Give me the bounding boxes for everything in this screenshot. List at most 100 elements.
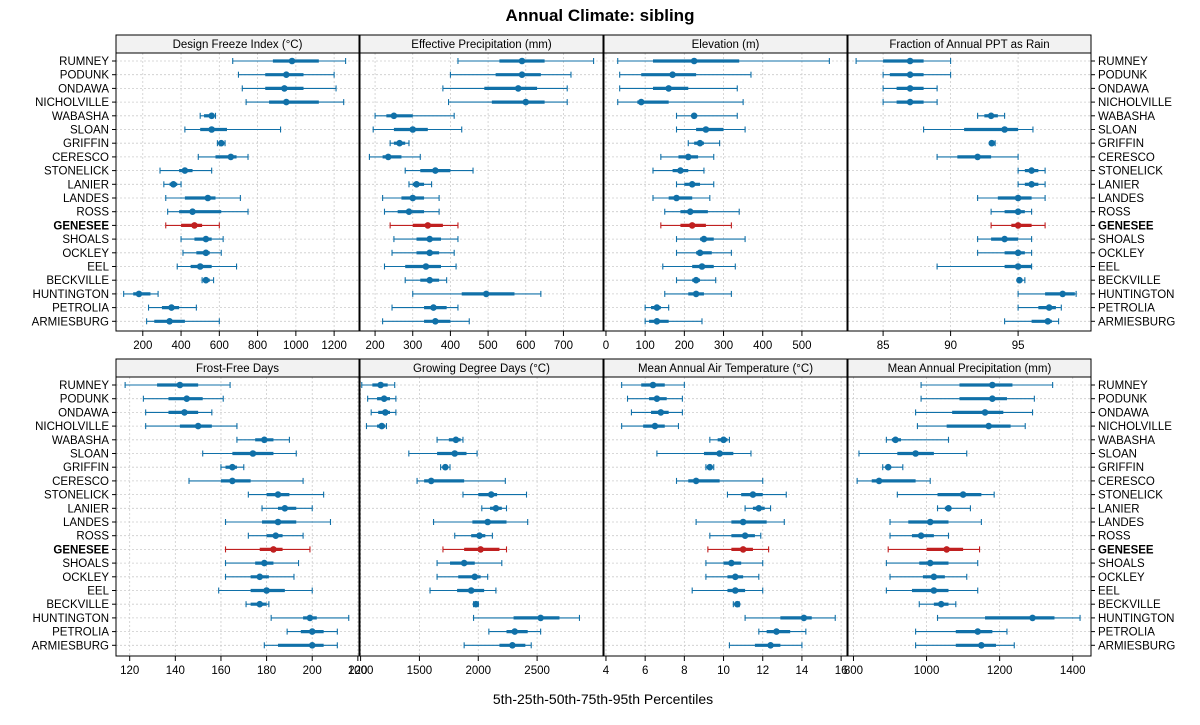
median-point [1059, 290, 1066, 298]
site-landes [889, 518, 982, 526]
site-ceresco [660, 153, 715, 161]
median-point [1028, 181, 1035, 188]
median-point [288, 57, 296, 65]
site-label: PODUNK [1098, 70, 1148, 82]
median-point [409, 194, 417, 202]
median-point [509, 642, 516, 649]
median-point [270, 546, 277, 553]
panel-frame [847, 52, 1092, 332]
site-armiesburg [146, 318, 220, 325]
median-point [471, 573, 479, 581]
site-label: SLOAN [70, 125, 109, 137]
site-shoals [675, 235, 746, 243]
median-point [1001, 126, 1008, 133]
site-label: CERESCO [1098, 152, 1155, 164]
site-label: PODUNK [1098, 394, 1148, 406]
median-point [696, 139, 704, 147]
median-point [690, 112, 698, 120]
site-sloan [858, 450, 968, 457]
x-axis: 200 400 600 800 1000 1200 [133, 331, 347, 352]
median-point [168, 304, 175, 311]
site-huntington [123, 290, 159, 298]
site-label: GENESEE [53, 544, 109, 556]
x-axis: 0 100 200 300 400 500 [603, 331, 812, 352]
site-wabasha [977, 112, 1006, 120]
median-point [800, 614, 808, 622]
site-label: LANDES [63, 517, 109, 529]
site-landes [165, 194, 241, 202]
site-label: ONDAWA [58, 83, 109, 95]
median-point [937, 600, 945, 608]
x-tick-label: 1400 [1060, 665, 1086, 677]
site-huntington [664, 290, 732, 298]
median-point [653, 304, 661, 311]
site-ross [990, 208, 1033, 215]
panel-frame [115, 376, 360, 657]
median-point [974, 628, 982, 635]
median-point [382, 409, 389, 416]
median-point [690, 57, 698, 65]
site-rumney [457, 57, 595, 65]
site-label: PETROLIA [52, 303, 109, 315]
site-petrolia [915, 628, 1008, 635]
site-ondawa [619, 85, 738, 92]
site-label: RUMNEY [59, 56, 109, 68]
median-point [451, 450, 459, 457]
site-ockley [675, 249, 732, 257]
site-label: ONDAWA [1098, 407, 1149, 419]
site-label: RUMNEY [59, 380, 109, 392]
site-label: ROSS [1098, 207, 1131, 219]
site-label: PETROLIA [1098, 627, 1155, 639]
site-eel [176, 263, 238, 270]
site-label: ARMIESBURG [1098, 316, 1175, 328]
panel-grid [360, 53, 603, 331]
median-point [432, 167, 439, 174]
site-label: GRIFFIN [63, 462, 109, 474]
median-point [755, 505, 763, 512]
x-tick-label: 16 [835, 665, 848, 677]
median-point [653, 395, 661, 403]
site-ondawa [241, 85, 337, 92]
site-griffin [882, 463, 904, 471]
median-point [1014, 222, 1022, 229]
median-point [906, 57, 914, 65]
site-wabasha [374, 112, 455, 120]
site-label: PETROLIA [1098, 303, 1155, 315]
median-point [263, 587, 270, 594]
site-label: NICHOLVILLE [35, 421, 109, 433]
site-label: ROSS [76, 207, 109, 219]
site-label: NICHOLVILLE [1098, 421, 1172, 433]
site-label: SLOAN [1098, 125, 1137, 137]
x-tick-label: 400 [753, 340, 772, 352]
x-tick-label: 1000 [914, 665, 940, 677]
x-tick-label: 600 [516, 340, 535, 352]
site-ceresco [936, 153, 1019, 161]
median-point [692, 477, 700, 485]
median-point [426, 235, 433, 243]
panel-6: Growing Degree Days (°C) 1000 1500 2000 2500 [348, 358, 604, 677]
site-stonelick [247, 491, 325, 498]
median-point [194, 422, 202, 430]
x-tick-label: 500 [478, 340, 497, 352]
site-ockley [977, 249, 1033, 257]
site-shoals [436, 559, 503, 567]
site-label: PODUNK [60, 394, 110, 406]
site-genesee [165, 222, 220, 229]
median-point [380, 395, 388, 403]
site-ross [889, 532, 950, 539]
median-point [170, 181, 177, 188]
median-point [467, 587, 475, 594]
site-sloan [372, 126, 463, 133]
site-podunk [882, 71, 952, 78]
median-point [665, 85, 672, 92]
panel-grid [360, 377, 603, 656]
site-landes [695, 518, 785, 526]
site-armiesburg [382, 318, 470, 325]
median-point [405, 208, 413, 215]
x-tick-label: 500 [792, 340, 811, 352]
site-ockley [436, 573, 489, 581]
x-tick-label: 10 [717, 665, 730, 677]
site-beckville [1016, 276, 1026, 284]
site-label: SLOAN [1098, 449, 1137, 461]
